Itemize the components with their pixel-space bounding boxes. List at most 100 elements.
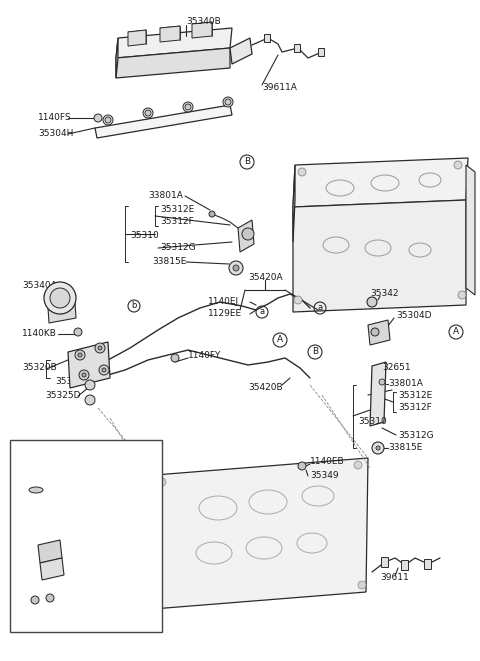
Polygon shape — [38, 540, 62, 563]
Text: 35312E: 35312E — [398, 391, 432, 401]
Circle shape — [102, 368, 106, 372]
Circle shape — [458, 291, 466, 299]
Text: 35312G: 35312G — [160, 243, 196, 253]
Polygon shape — [318, 48, 324, 56]
Polygon shape — [293, 200, 466, 312]
Ellipse shape — [29, 487, 43, 493]
Text: 35306A: 35306A — [68, 488, 103, 496]
Circle shape — [82, 373, 86, 377]
Text: 32651: 32651 — [382, 364, 410, 373]
Polygon shape — [192, 22, 212, 38]
Text: 35325D: 35325D — [45, 391, 81, 401]
Text: b: b — [19, 518, 25, 527]
Circle shape — [233, 265, 239, 271]
Text: 33801A: 33801A — [388, 379, 423, 389]
Polygon shape — [230, 38, 252, 64]
Polygon shape — [116, 28, 232, 58]
Text: B: B — [244, 157, 250, 167]
Text: 1140EJ: 1140EJ — [208, 297, 239, 307]
Circle shape — [242, 228, 254, 240]
Text: 35304H: 35304H — [38, 130, 73, 139]
Circle shape — [99, 365, 109, 375]
Polygon shape — [160, 26, 180, 42]
Text: 35306B: 35306B — [68, 502, 103, 510]
Circle shape — [74, 328, 82, 336]
Circle shape — [98, 346, 102, 350]
Polygon shape — [95, 105, 232, 138]
Circle shape — [209, 211, 215, 217]
Polygon shape — [40, 558, 64, 580]
Circle shape — [298, 168, 306, 176]
Circle shape — [367, 297, 377, 307]
Circle shape — [105, 117, 111, 123]
FancyBboxPatch shape — [10, 440, 162, 632]
Circle shape — [75, 350, 85, 360]
Text: a: a — [259, 307, 264, 317]
Polygon shape — [238, 220, 254, 252]
Circle shape — [143, 108, 153, 118]
Text: 1140FS: 1140FS — [38, 114, 72, 122]
Circle shape — [358, 581, 366, 589]
Circle shape — [79, 370, 89, 380]
Polygon shape — [293, 158, 468, 207]
Circle shape — [94, 114, 102, 122]
Text: 35312F: 35312F — [160, 217, 194, 227]
Text: a: a — [317, 303, 323, 313]
Polygon shape — [466, 165, 475, 295]
Polygon shape — [116, 38, 118, 78]
Text: A: A — [453, 327, 459, 336]
Circle shape — [158, 478, 166, 486]
Circle shape — [183, 102, 193, 112]
Polygon shape — [128, 30, 146, 46]
Polygon shape — [153, 458, 368, 609]
Text: 35320B: 35320B — [22, 364, 57, 373]
Text: 35312F: 35312F — [398, 403, 432, 412]
Circle shape — [229, 261, 243, 275]
Text: 35310: 35310 — [130, 231, 159, 239]
Circle shape — [31, 596, 39, 604]
Polygon shape — [401, 560, 408, 570]
Circle shape — [50, 288, 70, 308]
Circle shape — [145, 110, 151, 116]
Circle shape — [154, 596, 162, 604]
Polygon shape — [68, 342, 110, 388]
Polygon shape — [293, 165, 295, 242]
Circle shape — [85, 395, 95, 405]
Text: 35420B: 35420B — [248, 383, 283, 393]
Text: 35349: 35349 — [310, 471, 338, 481]
Circle shape — [185, 104, 191, 110]
Circle shape — [225, 99, 231, 105]
Polygon shape — [48, 303, 76, 323]
Polygon shape — [370, 362, 386, 426]
Text: 1140KB: 1140KB — [22, 329, 57, 338]
Circle shape — [379, 379, 385, 385]
Text: b: b — [132, 301, 137, 311]
Circle shape — [298, 462, 306, 470]
Polygon shape — [116, 48, 230, 78]
Circle shape — [85, 380, 95, 390]
Text: 33801A: 33801A — [148, 192, 183, 200]
Text: 39611: 39611 — [380, 574, 409, 582]
Text: 33815E: 33815E — [152, 258, 186, 266]
Text: A: A — [277, 336, 283, 344]
Circle shape — [44, 282, 76, 314]
Circle shape — [223, 97, 233, 107]
Polygon shape — [424, 559, 431, 569]
Text: 33815E: 33815E — [388, 444, 422, 453]
Circle shape — [294, 296, 302, 304]
Polygon shape — [153, 475, 155, 609]
Polygon shape — [368, 320, 390, 345]
Text: 35420A: 35420A — [248, 274, 283, 282]
Circle shape — [171, 354, 179, 362]
Text: 39611A: 39611A — [262, 83, 297, 93]
Polygon shape — [294, 44, 300, 52]
Circle shape — [46, 594, 54, 602]
Circle shape — [371, 328, 379, 336]
Text: 35312G: 35312G — [398, 430, 433, 440]
Text: a: a — [19, 447, 25, 457]
Text: 35312E: 35312E — [160, 206, 194, 215]
Text: B: B — [312, 348, 318, 356]
Text: 31337F: 31337F — [48, 518, 82, 527]
Text: 35304D: 35304D — [396, 311, 432, 321]
Circle shape — [354, 461, 362, 469]
